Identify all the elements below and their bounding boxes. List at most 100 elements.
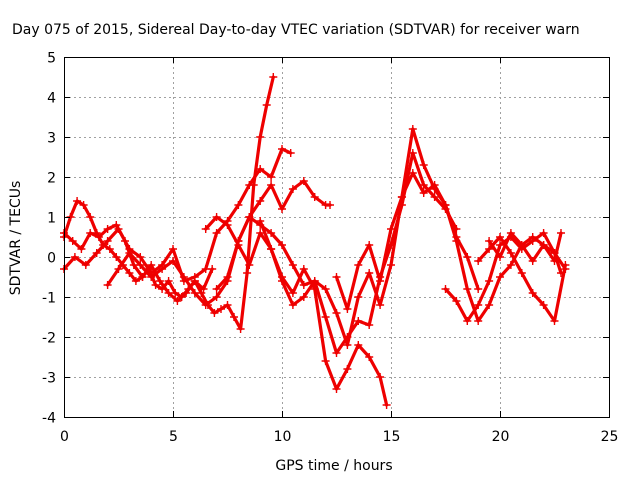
data-point <box>278 205 286 213</box>
data-point <box>332 309 341 317</box>
data-point <box>70 253 79 261</box>
data-point <box>539 301 548 309</box>
data-point <box>474 257 483 265</box>
data-point <box>199 285 208 293</box>
data-point <box>210 309 219 317</box>
data-point <box>164 289 173 297</box>
data-point <box>387 261 395 269</box>
series-line-sat-i <box>443 231 568 323</box>
series-line-sat-d <box>105 179 332 307</box>
series-line-sat-c <box>62 147 293 283</box>
data-point <box>81 261 90 269</box>
data-point <box>105 245 114 253</box>
data-point <box>496 233 504 241</box>
data-point <box>68 237 77 245</box>
data-point <box>343 341 352 349</box>
data-point <box>321 313 330 321</box>
series-markers-sat-g <box>256 125 483 349</box>
data-point <box>452 237 461 245</box>
data-point <box>496 273 504 281</box>
data-point <box>288 185 297 193</box>
data-point <box>256 229 265 237</box>
data-point <box>326 201 334 209</box>
y-tick-label: 1 <box>47 211 56 227</box>
data-point <box>343 365 352 373</box>
data-point <box>288 301 297 309</box>
data-point <box>256 217 265 225</box>
x-tick-label: 10 <box>274 429 292 445</box>
data-point <box>278 241 286 249</box>
y-tick-label: -2 <box>42 331 56 347</box>
y-tick-label: 2 <box>47 171 56 187</box>
data-point <box>147 273 156 281</box>
data-point <box>382 401 391 409</box>
data-point <box>387 225 395 233</box>
data-point <box>103 225 112 233</box>
data-point <box>299 265 308 273</box>
y-tick-label: 4 <box>47 91 56 107</box>
data-point <box>332 273 341 281</box>
data-point <box>299 281 308 289</box>
data-point <box>441 201 450 209</box>
series-markers-sat-d <box>103 177 334 309</box>
data-point <box>73 197 82 205</box>
data-point <box>550 249 559 257</box>
data-point <box>332 349 341 357</box>
data-point <box>230 313 238 321</box>
data-point <box>212 285 221 293</box>
data-point <box>136 253 145 261</box>
data-point <box>158 265 167 273</box>
data-point <box>365 241 374 249</box>
data-point <box>485 245 494 253</box>
data-point <box>94 233 103 241</box>
x-tick-label: 20 <box>492 429 510 445</box>
data-point <box>365 269 374 277</box>
data-point <box>474 301 483 309</box>
data-point <box>496 253 504 261</box>
data-point <box>223 273 232 281</box>
data-point <box>343 305 352 313</box>
data-point <box>278 277 286 285</box>
data-point <box>354 341 363 349</box>
data-point <box>288 261 297 269</box>
data-point <box>299 293 308 301</box>
data-point <box>234 201 243 209</box>
series-line-sat-h <box>334 171 563 323</box>
data-point <box>262 101 271 109</box>
data-point <box>321 357 330 365</box>
data-point <box>155 277 164 285</box>
data-point <box>452 297 461 305</box>
data-point <box>310 193 319 201</box>
data-point <box>419 189 428 197</box>
data-point <box>332 385 341 393</box>
data-point <box>223 221 232 229</box>
data-point <box>245 261 254 269</box>
data-point <box>112 253 121 261</box>
plot-frame <box>64 57 610 418</box>
x-tick-label: 0 <box>60 429 69 445</box>
series-layer <box>60 73 570 409</box>
x-tick-label: 15 <box>383 429 401 445</box>
data-point <box>539 241 548 249</box>
data-point <box>86 229 95 237</box>
data-point <box>365 353 374 361</box>
y-tick-label: 3 <box>47 131 56 147</box>
data-point <box>103 281 112 289</box>
y-tick-label: -4 <box>42 411 56 427</box>
y-tick-label: 0 <box>47 251 56 267</box>
data-point <box>474 285 483 293</box>
data-point <box>125 249 134 257</box>
data-point <box>138 273 147 281</box>
data-point <box>169 245 177 253</box>
axis-ticks: 0 5 10 15 20 25 -4 -3 -2 -1 0 1 2 3 4 5 <box>42 51 618 446</box>
y-tick-label: -3 <box>42 371 56 387</box>
data-point <box>354 317 363 325</box>
data-point <box>212 213 221 221</box>
data-point <box>419 161 428 169</box>
data-point <box>550 317 559 325</box>
data-point <box>136 261 145 269</box>
data-point <box>114 265 123 273</box>
data-point <box>430 181 439 189</box>
data-point <box>354 293 363 301</box>
